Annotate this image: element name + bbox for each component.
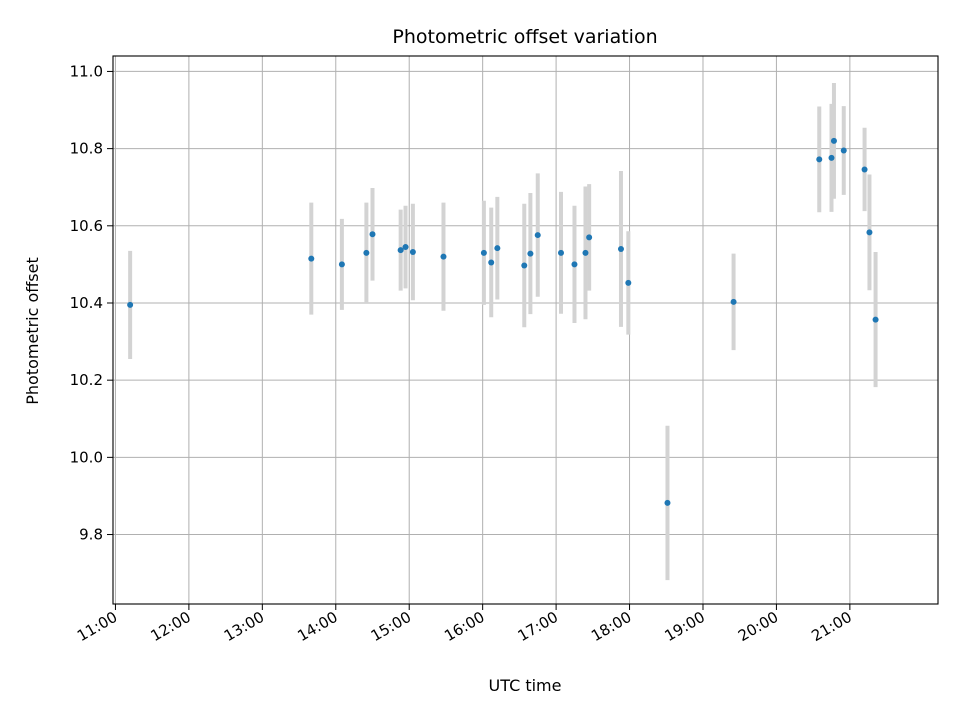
data-point [557,249,564,256]
data-point [480,249,487,256]
y-tick-label: 9.8 [79,526,103,544]
data-point [828,154,835,161]
data-points [127,137,879,506]
plot-frame [112,55,939,605]
data-point [521,262,528,269]
data-point [840,147,847,154]
y-tick-label: 10.4 [70,294,103,312]
data-point [488,259,495,266]
data-point [816,156,823,163]
data-point [402,244,409,251]
data-point [586,234,593,241]
chart-title: Photometric offset variation [392,26,657,48]
y-tick-label: 10.0 [70,448,103,466]
data-point [664,499,671,506]
y-axis-ticks: 9.8 10.0 10.2 10.4 10.6 10.8 11.0 [70,62,113,544]
y-tick-label: 10.8 [70,140,103,158]
data-point [363,249,370,256]
data-point [338,261,345,268]
data-point [625,279,632,286]
y-tick-label: 10.2 [70,371,103,389]
data-point [872,316,879,323]
data-point [494,245,501,252]
data-point [534,232,541,239]
y-tick-label: 11.0 [70,62,103,80]
data-point [308,255,315,262]
data-point [440,253,447,260]
data-point [830,137,837,144]
data-point [397,247,404,254]
data-point [527,250,534,257]
data-point [582,249,589,256]
data-point [409,249,416,256]
data-point [369,231,376,238]
data-point [861,166,868,173]
data-point [127,301,134,308]
x-axis-label: UTC time [489,676,562,695]
data-point [866,229,873,236]
data-point [730,298,737,305]
data-point [617,245,624,252]
y-axis-label: Photometric offset [23,257,42,405]
data-point [571,261,578,268]
y-tick-label: 10.6 [70,217,103,235]
